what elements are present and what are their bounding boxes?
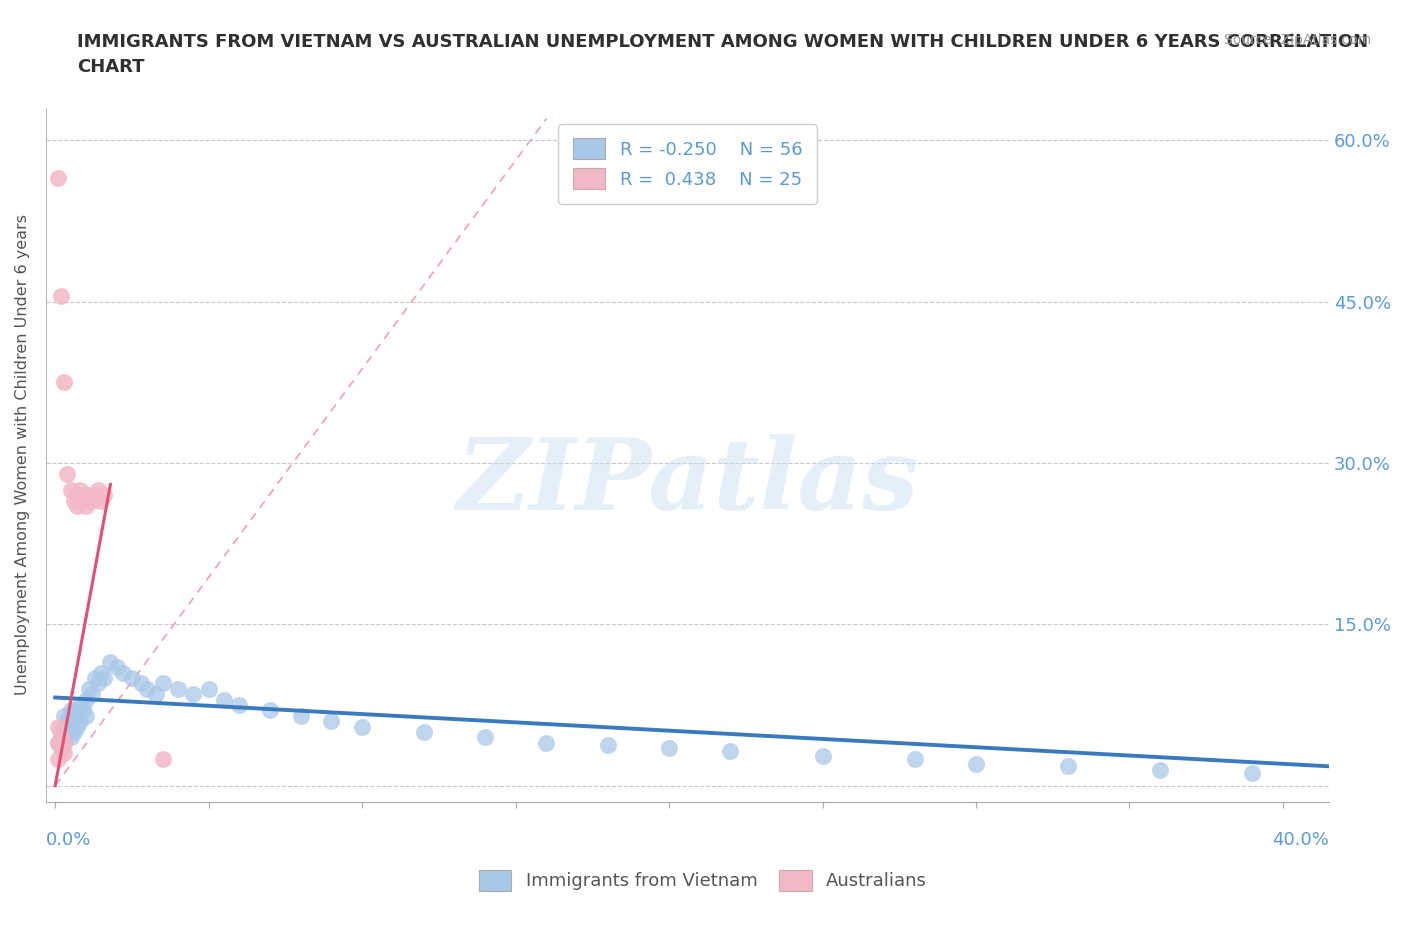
Point xyxy=(53,375,76,390)
Point xyxy=(87,676,110,691)
Point xyxy=(69,483,91,498)
Point xyxy=(46,751,69,766)
Point xyxy=(90,493,112,508)
Point xyxy=(75,692,97,707)
Point xyxy=(53,736,76,751)
Point xyxy=(66,488,89,503)
Point xyxy=(100,655,122,670)
Point xyxy=(87,483,110,498)
Point xyxy=(46,736,69,751)
Point xyxy=(46,719,69,734)
Point xyxy=(51,289,73,304)
Point xyxy=(59,719,82,734)
Point xyxy=(152,751,174,766)
Point xyxy=(965,757,987,772)
Point xyxy=(93,488,115,503)
Point xyxy=(152,676,174,691)
Point xyxy=(536,736,558,751)
Point xyxy=(62,493,84,508)
Y-axis label: Unemployment Among Women with Children Under 6 years: Unemployment Among Women with Children U… xyxy=(15,215,30,696)
Point xyxy=(658,740,681,755)
Point xyxy=(75,709,97,724)
Point xyxy=(59,483,82,498)
Text: IMMIGRANTS FROM VIETNAM VS AUSTRALIAN UNEMPLOYMENT AMONG WOMEN WITH CHILDREN UND: IMMIGRANTS FROM VIETNAM VS AUSTRALIAN UN… xyxy=(77,33,1368,75)
Point xyxy=(181,687,204,702)
Point xyxy=(53,719,76,734)
Point xyxy=(352,719,374,734)
Point xyxy=(77,682,100,697)
Text: Source: ZipAtlas.com: Source: ZipAtlas.com xyxy=(1223,33,1371,46)
Point xyxy=(321,713,343,728)
Point xyxy=(46,736,69,751)
Point xyxy=(145,687,167,702)
Point xyxy=(69,713,91,728)
Point xyxy=(56,466,79,481)
Point xyxy=(904,751,927,766)
Point xyxy=(51,730,73,745)
Point xyxy=(228,698,250,712)
Point xyxy=(56,713,79,728)
Point xyxy=(51,740,73,755)
Point xyxy=(66,709,89,724)
Point xyxy=(53,709,76,724)
Point xyxy=(167,682,190,697)
Point xyxy=(129,676,152,691)
Point xyxy=(46,170,69,185)
Point xyxy=(1057,759,1080,774)
Point xyxy=(84,488,107,503)
Point xyxy=(197,682,219,697)
Point xyxy=(80,687,103,702)
Point xyxy=(121,671,143,685)
Point xyxy=(77,488,100,503)
Point xyxy=(596,737,619,752)
Point xyxy=(259,703,281,718)
Point xyxy=(136,682,159,697)
Point xyxy=(59,703,82,718)
Point xyxy=(59,730,82,745)
Point xyxy=(474,730,496,745)
Point xyxy=(212,692,235,707)
Point xyxy=(720,744,742,759)
Point xyxy=(53,736,76,751)
Point xyxy=(51,724,73,739)
Point xyxy=(811,748,834,763)
Point xyxy=(412,724,434,739)
Point xyxy=(62,703,84,718)
Text: ZIPatlas: ZIPatlas xyxy=(457,434,918,531)
Point xyxy=(62,713,84,728)
Point xyxy=(111,665,134,680)
Point xyxy=(56,724,79,739)
Point xyxy=(93,671,115,685)
Text: 0.0%: 0.0% xyxy=(46,831,91,849)
Point xyxy=(72,703,94,718)
Text: 40.0%: 40.0% xyxy=(1272,831,1329,849)
Point xyxy=(105,660,128,675)
Legend: Immigrants from Vietnam, Australians: Immigrants from Vietnam, Australians xyxy=(471,862,935,897)
Point xyxy=(1241,765,1264,780)
Point xyxy=(90,665,112,680)
Point xyxy=(66,498,89,513)
Point xyxy=(75,488,97,503)
Point xyxy=(290,709,312,724)
Point xyxy=(1149,762,1171,777)
Point xyxy=(75,498,97,513)
Point xyxy=(66,719,89,734)
Point xyxy=(80,493,103,508)
Point xyxy=(53,746,76,761)
Point xyxy=(72,493,94,508)
Point xyxy=(69,698,91,712)
Point xyxy=(84,671,107,685)
Point xyxy=(62,724,84,739)
Legend: R = -0.250    N = 56, R =  0.438    N = 25: R = -0.250 N = 56, R = 0.438 N = 25 xyxy=(558,124,817,204)
